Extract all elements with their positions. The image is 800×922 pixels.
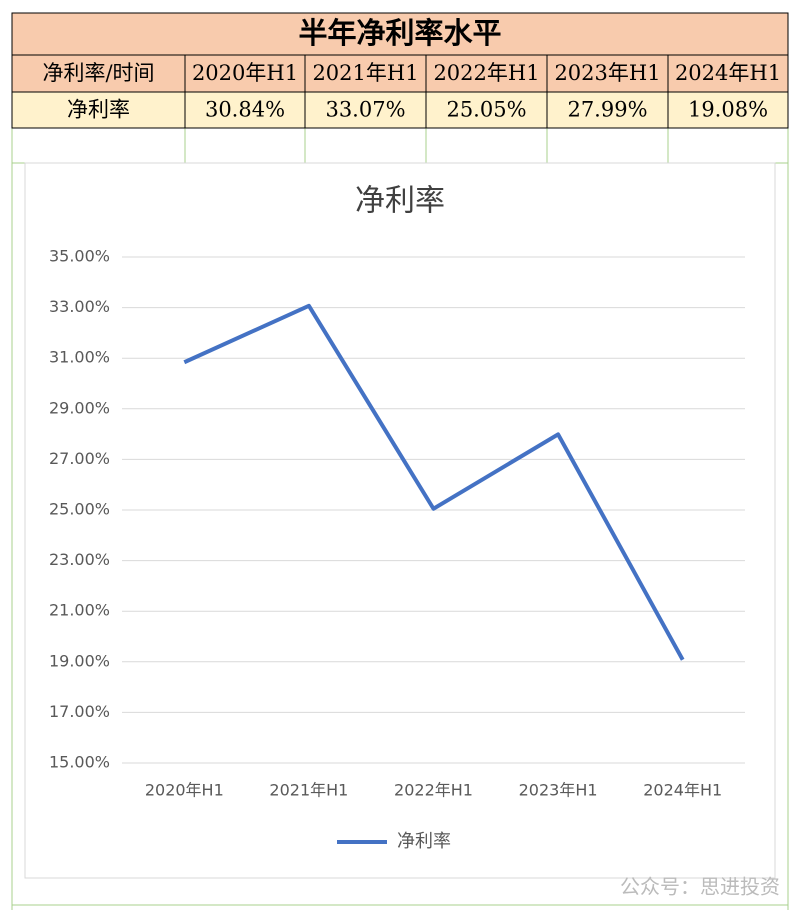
y-tick-label: 23.00% [49,550,110,569]
x-tick-label: 2021年H1 [269,781,348,800]
cell-text: 2020年H1 [192,61,298,85]
cell-text: 净利率/时间 [42,61,154,85]
cell-text: 净利率 [67,98,130,122]
y-tick-label: 21.00% [49,601,110,620]
y-tick-label: 35.00% [49,247,110,266]
cell-text: 2024年H1 [675,61,781,85]
cell-text: 2022年H1 [433,61,539,85]
cell-text: 2023年H1 [554,61,660,85]
table-title: 半年净利率水平 [298,16,501,50]
cell-text: 25.05% [446,98,526,122]
legend-label: 净利率 [397,831,451,852]
y-tick-label: 29.00% [49,398,110,417]
x-tick-label: 2020年H1 [145,781,224,800]
chart-area [24,162,776,879]
line-series [183,303,685,661]
cell-text: 2021年H1 [312,61,418,85]
y-tick-label: 25.00% [49,500,110,519]
table-cell [11,91,186,129]
table-cell [184,91,306,129]
y-tick-label: 17.00% [49,702,110,721]
cell-text: 33.07% [325,98,405,122]
table-cell [667,91,789,129]
x-tick-label: 2022年H1 [394,781,473,800]
y-tick-label: 27.00% [49,449,110,468]
table-cell [546,54,669,93]
y-tick-label: 31.00% [49,348,110,367]
y-tick-label: 33.00% [49,297,110,316]
y-tick-label: 19.00% [49,651,110,670]
table-cell [425,91,548,129]
x-tick-label: 2024年H1 [643,781,722,800]
cell-text: 27.99% [567,98,647,122]
watermark: 公众号：思进投资 [620,875,780,899]
cell-text: 30.84% [205,98,285,122]
table-cell [667,54,789,93]
chart-title: 净利率 [355,184,445,219]
cell-text: 19.08% [688,98,768,122]
table-cell [304,91,427,129]
y-tick-label: 15.00% [49,753,110,772]
x-tick-label: 2023年H1 [519,781,598,800]
title-cell [11,12,789,56]
